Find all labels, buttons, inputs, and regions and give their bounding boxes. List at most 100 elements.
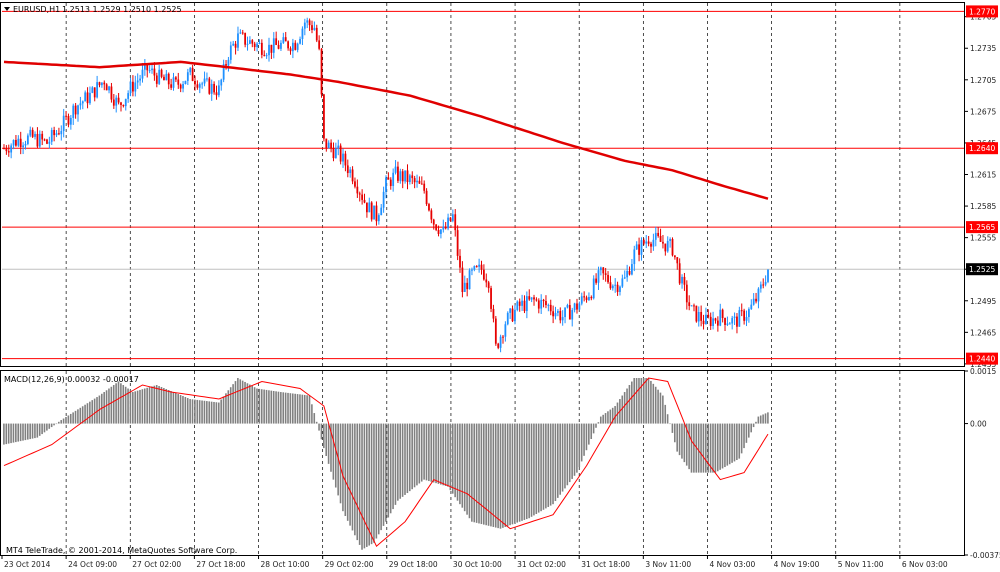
candle-body <box>566 305 569 308</box>
macd-bar <box>380 423 382 531</box>
candle-body <box>256 43 258 48</box>
candle-body <box>614 284 617 286</box>
macd-bar <box>537 423 540 513</box>
macd-bar <box>420 423 423 482</box>
macd-bar <box>642 378 645 424</box>
macd-bar <box>124 386 127 424</box>
macd-bar <box>268 390 270 424</box>
macd-bar <box>767 412 769 424</box>
macd-bar <box>136 390 139 424</box>
macd-bar <box>15 423 17 443</box>
candle-body <box>222 64 225 80</box>
candle-body <box>117 97 120 103</box>
macd-bar <box>599 416 602 424</box>
macd-bar <box>702 423 705 473</box>
level-tag <box>966 142 998 155</box>
candle-body <box>521 300 523 306</box>
candle-body <box>175 77 177 80</box>
candle-body <box>3 148 5 150</box>
macd-bar <box>175 393 177 424</box>
macd-bar <box>631 381 633 424</box>
macd-bar <box>325 423 328 456</box>
candle-body <box>325 138 328 149</box>
macd-bar <box>645 378 647 424</box>
macd-bar <box>554 423 557 502</box>
macd-bar <box>213 401 215 424</box>
price-tick-label: 1.2555 <box>970 234 996 243</box>
macd-bar <box>399 423 402 499</box>
time-tick-label: 28 Oct 10:00 <box>261 560 310 569</box>
candle-body <box>588 296 590 300</box>
candle-body <box>84 92 87 102</box>
macd-bar <box>561 423 564 492</box>
candle-body <box>726 323 729 325</box>
candle-body <box>110 86 113 100</box>
time-tick-label: 29 Oct 18:00 <box>389 560 438 569</box>
candle-body <box>688 302 691 306</box>
macd-bar <box>382 423 385 526</box>
candle-body <box>272 38 275 53</box>
candle-body <box>568 305 571 320</box>
macd-bar <box>580 423 583 462</box>
candle-body <box>375 205 378 222</box>
candle-body <box>418 180 421 184</box>
macd-bar <box>566 423 569 486</box>
candle-body <box>194 80 196 85</box>
macd-bar <box>96 397 98 424</box>
candle-body <box>700 312 703 321</box>
header-dropdown-icon[interactable] <box>4 7 10 11</box>
candle-body <box>296 43 299 50</box>
macd-bar <box>736 423 738 461</box>
macd-bar <box>74 410 77 424</box>
horizontal-levels[interactable] <box>2 10 964 360</box>
candle-body <box>330 142 332 149</box>
candle-body <box>17 138 20 146</box>
candle-body <box>31 129 34 137</box>
candle-body <box>764 281 767 285</box>
macd-bar <box>485 423 487 526</box>
candle-body <box>542 299 545 302</box>
candle-body <box>401 171 404 182</box>
macd-bar <box>604 413 607 424</box>
macd-bar <box>249 384 251 424</box>
candle-body <box>132 81 134 92</box>
time-tick-label: 31 Oct 18:00 <box>581 560 630 569</box>
macd-tick-label: 0.00 <box>970 420 987 429</box>
macd-bar <box>241 380 244 424</box>
candle-body <box>179 84 182 89</box>
macd-bar <box>344 423 347 517</box>
level-tag <box>966 352 998 365</box>
candle-body <box>399 171 402 181</box>
macd-bar <box>275 391 277 424</box>
macd-label: MACD(12,26,9) 0.00032 -0.00017 <box>4 375 139 384</box>
candle-body <box>163 76 165 81</box>
macd-bar <box>370 423 373 545</box>
candle-body <box>533 297 535 300</box>
current-price-label: 1.2525 <box>969 265 995 274</box>
macd-bar <box>282 392 285 424</box>
candle-body <box>640 240 643 255</box>
level-price-tags: 1.2770 1.2640 1.2565 1.2440 1.2525 <box>966 5 998 365</box>
candle-body <box>557 310 559 313</box>
macd-bar <box>633 378 635 424</box>
macd-bar <box>53 423 55 426</box>
candle-body <box>583 296 586 298</box>
macd-bar <box>139 389 141 424</box>
candle-body <box>454 214 457 231</box>
candle-body <box>504 324 507 337</box>
macd-bar <box>43 423 46 433</box>
candle-body <box>712 318 714 327</box>
macd-bar <box>143 388 146 424</box>
macd-bar <box>652 383 655 424</box>
candle-body <box>611 285 614 289</box>
macd-bar <box>81 406 84 424</box>
candle-body <box>282 37 285 43</box>
macd-bar <box>294 393 296 424</box>
candle-body <box>153 68 156 76</box>
candle-body <box>277 44 280 49</box>
macd-bar <box>141 389 144 424</box>
candle-body <box>432 219 435 225</box>
candle-body <box>19 138 22 148</box>
macd-bar <box>638 378 640 424</box>
